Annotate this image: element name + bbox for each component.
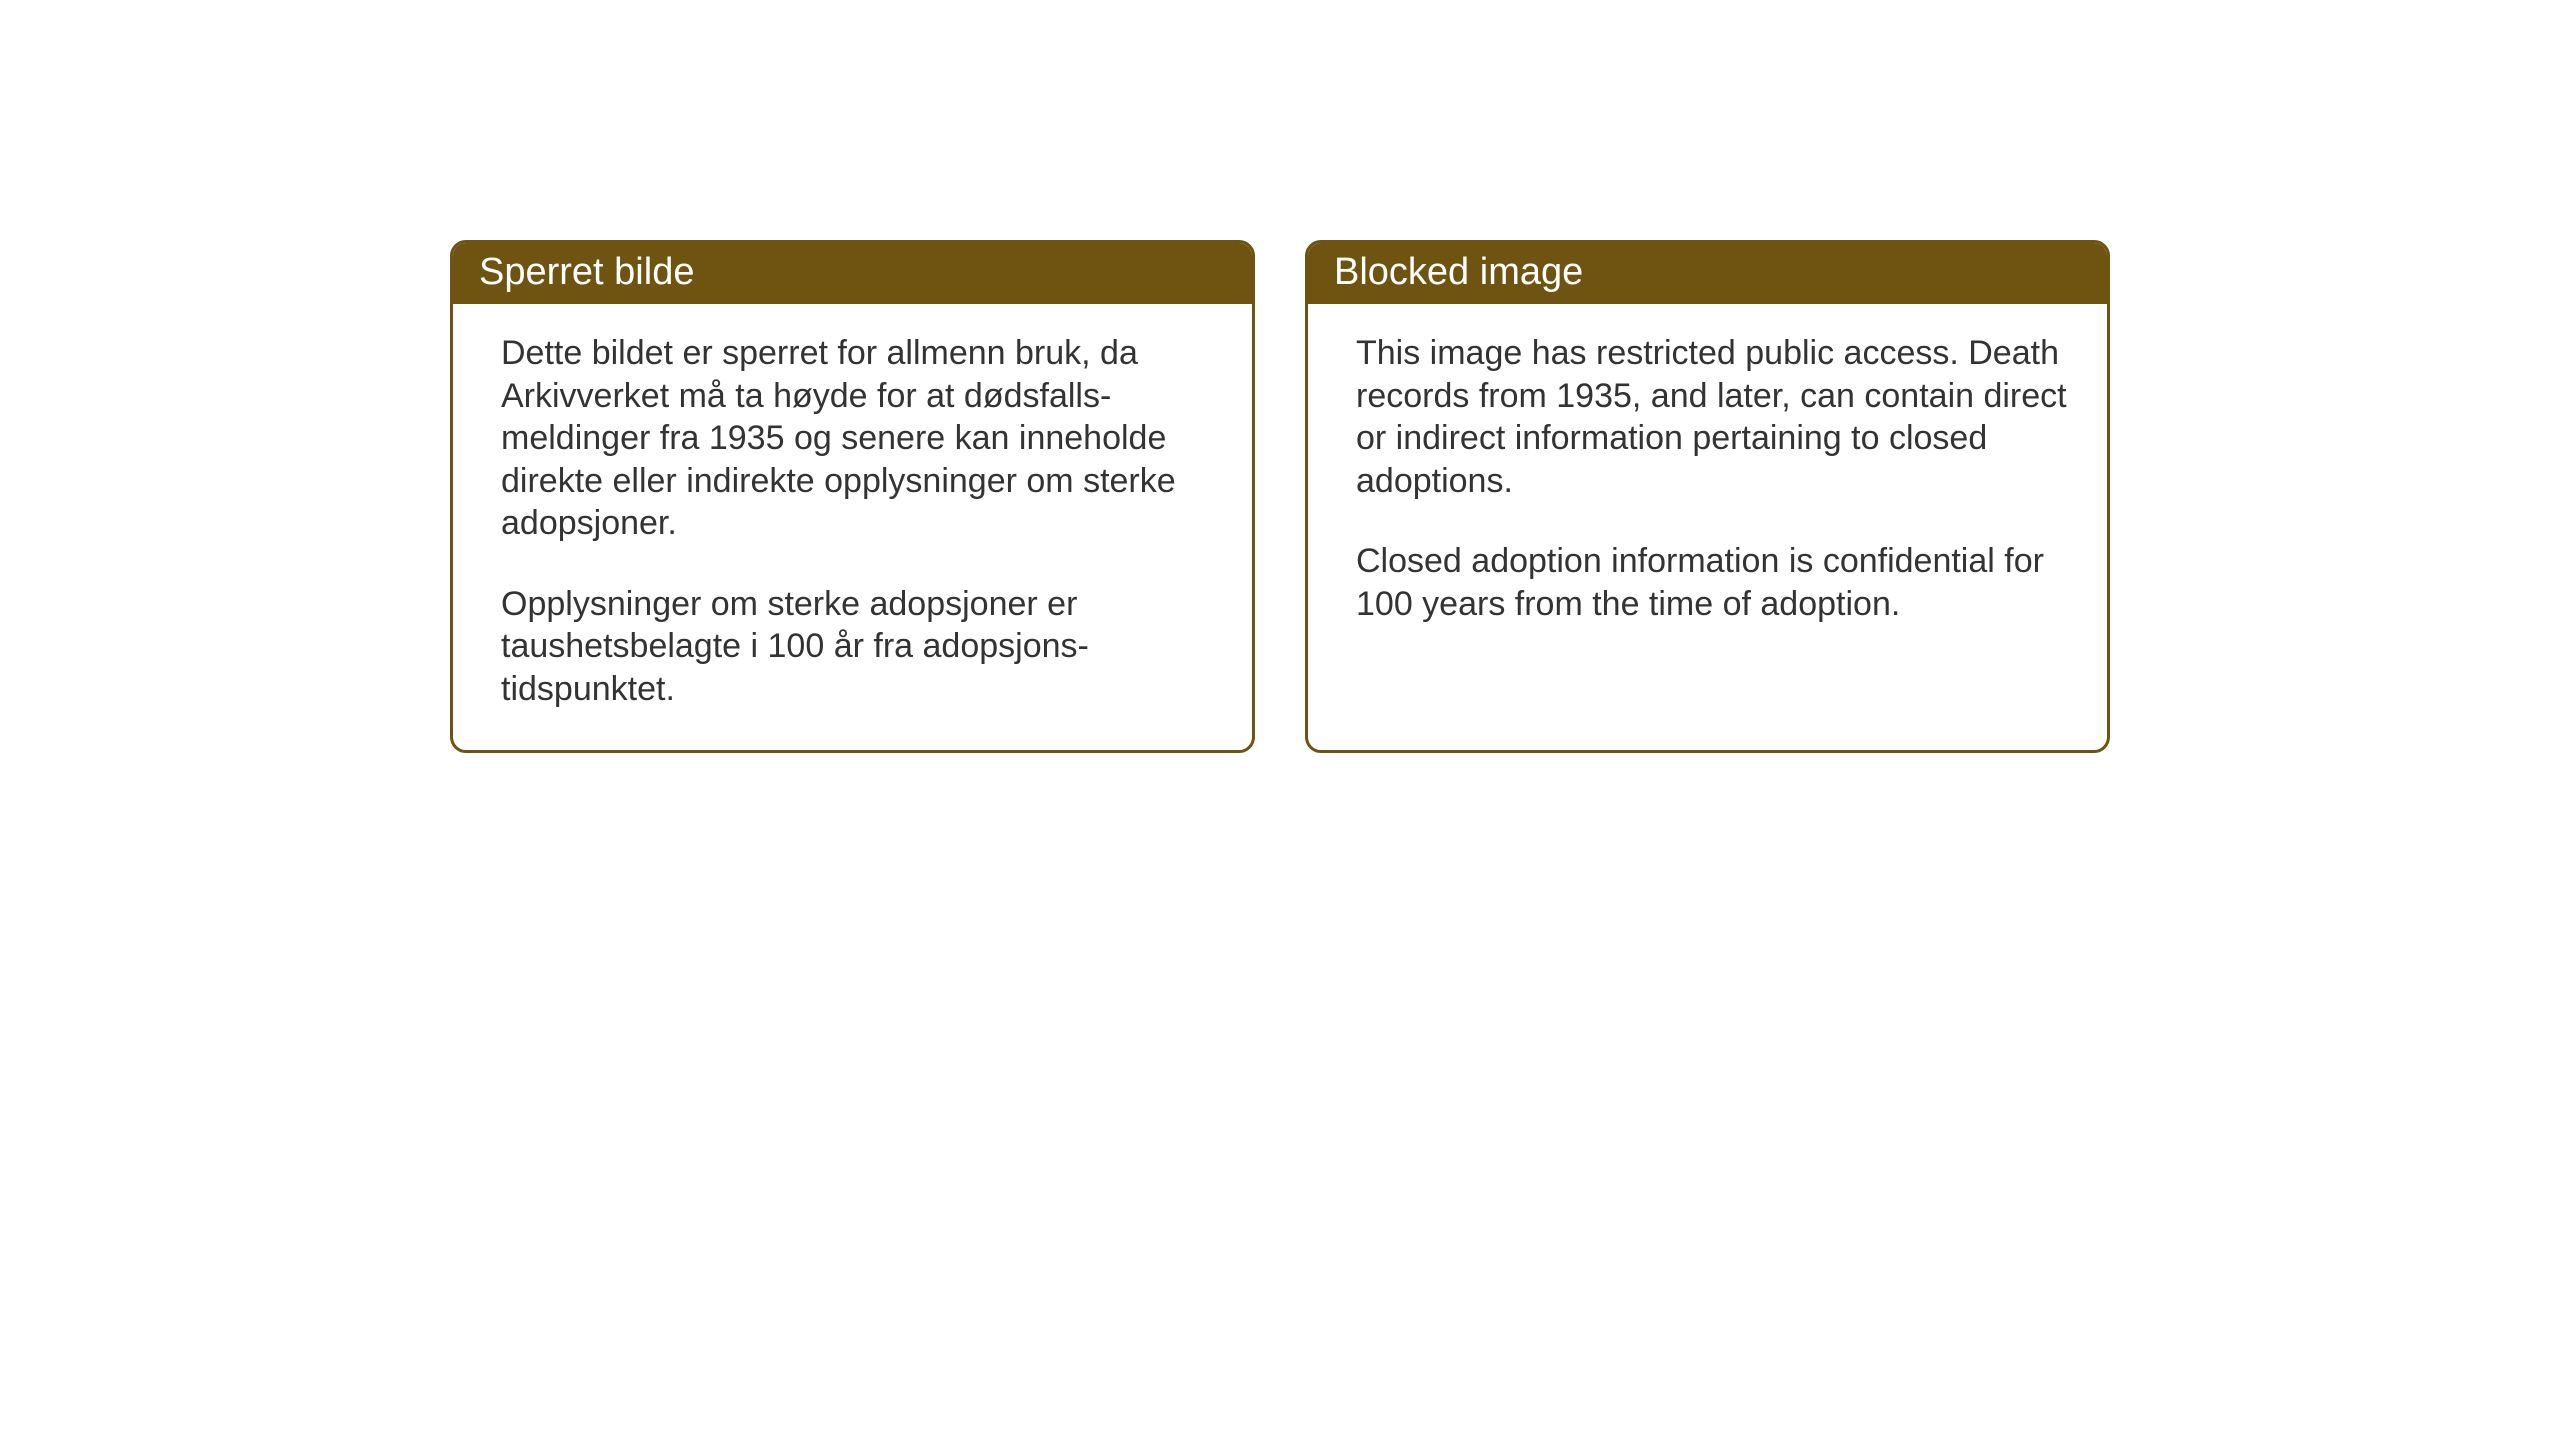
- paragraph-text: Opplysninger om sterke adopsjoner er tau…: [501, 583, 1212, 711]
- paragraph-text: Closed adoption information is confident…: [1356, 540, 2067, 625]
- card-title: Blocked image: [1334, 251, 1583, 293]
- paragraph-text: This image has restricted public access.…: [1356, 332, 2067, 502]
- card-body-english: This image has restricted public access.…: [1308, 304, 2107, 725]
- card-header-norwegian: Sperret bilde: [453, 243, 1252, 304]
- notice-card-norwegian: Sperret bilde Dette bildet er sperret fo…: [450, 240, 1255, 753]
- card-body-norwegian: Dette bildet er sperret for allmenn bruk…: [453, 304, 1252, 750]
- card-header-english: Blocked image: [1308, 243, 2107, 304]
- card-title: Sperret bilde: [479, 251, 694, 293]
- notice-card-english: Blocked image This image has restricted …: [1305, 240, 2110, 753]
- paragraph-text: Dette bildet er sperret for allmenn bruk…: [501, 332, 1212, 545]
- notice-container: Sperret bilde Dette bildet er sperret fo…: [0, 0, 2560, 753]
